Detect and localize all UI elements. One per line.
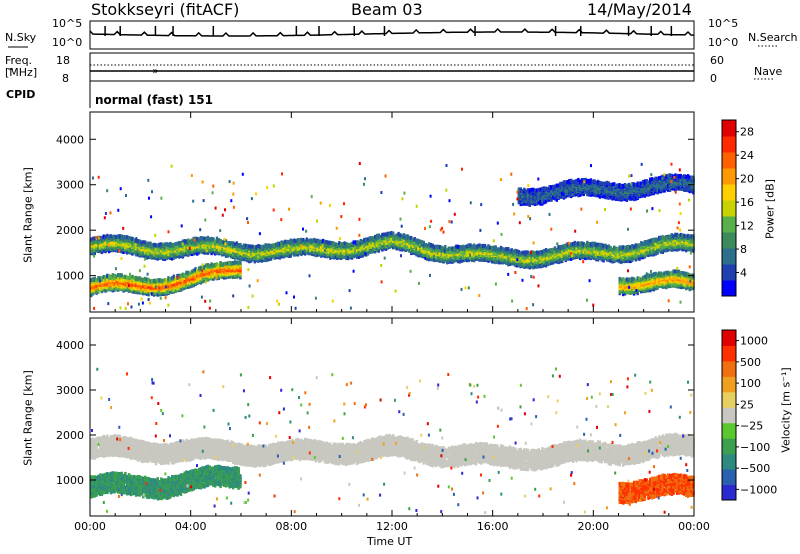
freq-panel-frame [90, 53, 694, 81]
freq-marker: » [152, 66, 158, 77]
radar-summary-plot: Stokkseyri (fitACF) Beam 03 14/May/2014 … [0, 0, 800, 554]
plot-canvas: »100020003000400048121620242810002000300… [0, 0, 800, 554]
nsky-trace [90, 29, 694, 36]
